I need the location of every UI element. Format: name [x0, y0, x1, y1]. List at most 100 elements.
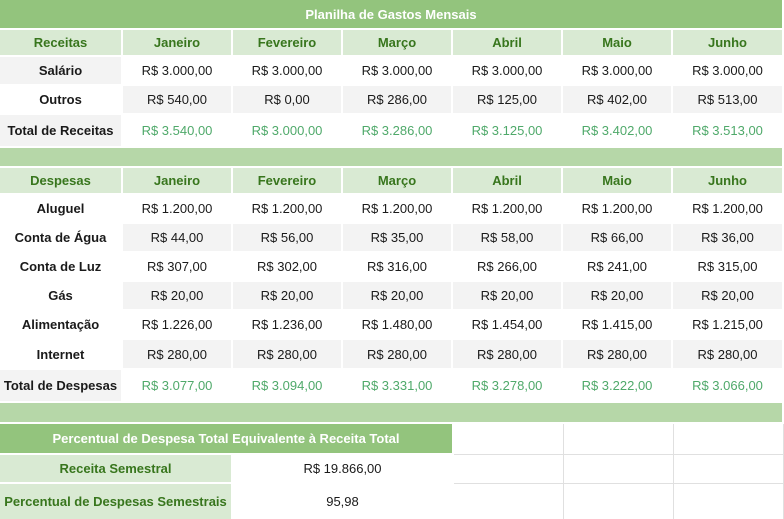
empty-cell[interactable]: [564, 455, 674, 484]
receita-semestral-label[interactable]: Receita Semestral: [0, 455, 233, 484]
value-cell[interactable]: R$ 307,00: [123, 253, 233, 282]
value-cell[interactable]: R$ 315,00: [673, 253, 784, 282]
receita-semestral-value[interactable]: R$ 19.866,00: [233, 455, 454, 484]
month-header[interactable]: Fevereiro: [233, 168, 343, 195]
value-cell[interactable]: R$ 20,00: [673, 282, 784, 311]
value-cell[interactable]: R$ 44,00: [123, 224, 233, 253]
total-label[interactable]: Total de Despesas: [0, 370, 123, 403]
month-header[interactable]: Junho: [673, 168, 784, 195]
empty-cell[interactable]: [454, 484, 564, 519]
value-cell[interactable]: R$ 302,00: [233, 253, 343, 282]
value-cell[interactable]: R$ 1.200,00: [233, 195, 343, 224]
value-cell[interactable]: R$ 56,00: [233, 224, 343, 253]
value-cell[interactable]: R$ 3.000,00: [563, 57, 673, 86]
month-header[interactable]: Março: [343, 168, 453, 195]
total-cell[interactable]: R$ 3.066,00: [673, 370, 784, 403]
value-cell[interactable]: R$ 1.480,00: [343, 311, 453, 340]
value-cell[interactable]: R$ 540,00: [123, 86, 233, 115]
total-cell[interactable]: R$ 3.278,00: [453, 370, 563, 403]
value-cell[interactable]: R$ 316,00: [343, 253, 453, 282]
percentual-despesas-label[interactable]: Percentual de Despesas Semestrais: [0, 484, 233, 519]
value-cell[interactable]: R$ 1.415,00: [563, 311, 673, 340]
value-cell[interactable]: R$ 35,00: [343, 224, 453, 253]
value-cell[interactable]: R$ 1.226,00: [123, 311, 233, 340]
month-header[interactable]: Junho: [673, 30, 784, 57]
value-cell[interactable]: R$ 280,00: [343, 340, 453, 370]
value-cell[interactable]: R$ 1.200,00: [343, 195, 453, 224]
value-cell[interactable]: R$ 1.200,00: [123, 195, 233, 224]
row-label[interactable]: Conta de Água: [0, 224, 123, 253]
value-cell[interactable]: R$ 3.000,00: [233, 57, 343, 86]
value-cell[interactable]: R$ 280,00: [453, 340, 563, 370]
value-cell[interactable]: R$ 3.000,00: [343, 57, 453, 86]
row-label[interactable]: Gás: [0, 282, 123, 311]
total-cell[interactable]: R$ 3.513,00: [673, 115, 784, 148]
month-header[interactable]: Janeiro: [123, 30, 233, 57]
value-cell[interactable]: R$ 402,00: [563, 86, 673, 115]
total-label[interactable]: Total de Receitas: [0, 115, 123, 148]
month-header[interactable]: Janeiro: [123, 168, 233, 195]
total-cell[interactable]: R$ 3.094,00: [233, 370, 343, 403]
value-cell[interactable]: R$ 20,00: [453, 282, 563, 311]
total-cell[interactable]: R$ 3.286,00: [343, 115, 453, 148]
total-cell[interactable]: R$ 3.331,00: [343, 370, 453, 403]
value-cell[interactable]: R$ 3.000,00: [673, 57, 784, 86]
spacer[interactable]: [0, 403, 784, 424]
value-cell[interactable]: R$ 20,00: [233, 282, 343, 311]
value-cell[interactable]: R$ 513,00: [673, 86, 784, 115]
percentual-despesas-value[interactable]: 95,98: [233, 484, 454, 519]
month-header[interactable]: Abril: [453, 168, 563, 195]
total-cell[interactable]: R$ 3.222,00: [563, 370, 673, 403]
despesas-header[interactable]: Despesas: [0, 168, 123, 195]
empty-cell[interactable]: [674, 424, 784, 455]
value-cell[interactable]: R$ 58,00: [453, 224, 563, 253]
value-cell[interactable]: R$ 1.200,00: [673, 195, 784, 224]
empty-cell[interactable]: [454, 424, 564, 455]
value-cell[interactable]: R$ 280,00: [563, 340, 673, 370]
month-header[interactable]: Fevereiro: [233, 30, 343, 57]
value-cell[interactable]: R$ 36,00: [673, 224, 784, 253]
value-cell[interactable]: R$ 1.200,00: [453, 195, 563, 224]
row-label[interactable]: Conta de Luz: [0, 253, 123, 282]
value-cell[interactable]: R$ 3.000,00: [453, 57, 563, 86]
value-cell[interactable]: R$ 20,00: [123, 282, 233, 311]
value-cell[interactable]: R$ 280,00: [673, 340, 784, 370]
empty-cell[interactable]: [564, 484, 674, 519]
row-label[interactable]: Aluguel: [0, 195, 123, 224]
value-cell[interactable]: R$ 1.215,00: [673, 311, 784, 340]
value-cell[interactable]: R$ 280,00: [123, 340, 233, 370]
value-cell[interactable]: R$ 1.454,00: [453, 311, 563, 340]
value-cell[interactable]: R$ 280,00: [233, 340, 343, 370]
total-cell[interactable]: R$ 3.540,00: [123, 115, 233, 148]
value-cell[interactable]: R$ 266,00: [453, 253, 563, 282]
value-cell[interactable]: R$ 20,00: [563, 282, 673, 311]
value-cell[interactable]: R$ 66,00: [563, 224, 673, 253]
spacer[interactable]: [0, 148, 784, 168]
value-cell[interactable]: R$ 1.200,00: [563, 195, 673, 224]
row-label[interactable]: Internet: [0, 340, 123, 370]
value-cell[interactable]: R$ 20,00: [343, 282, 453, 311]
month-header[interactable]: Maio: [563, 30, 673, 57]
empty-cell[interactable]: [454, 455, 564, 484]
total-cell[interactable]: R$ 3.000,00: [233, 115, 343, 148]
empty-cell[interactable]: [674, 484, 784, 519]
month-header[interactable]: Março: [343, 30, 453, 57]
total-cell[interactable]: R$ 3.402,00: [563, 115, 673, 148]
value-cell[interactable]: R$ 1.236,00: [233, 311, 343, 340]
receitas-header[interactable]: Receitas: [0, 30, 123, 57]
value-cell[interactable]: R$ 286,00: [343, 86, 453, 115]
value-cell[interactable]: R$ 3.000,00: [123, 57, 233, 86]
row-label[interactable]: Outros: [0, 86, 123, 115]
total-cell[interactable]: R$ 3.077,00: [123, 370, 233, 403]
row-label[interactable]: Salário: [0, 57, 123, 86]
value-cell[interactable]: R$ 125,00: [453, 86, 563, 115]
value-cell[interactable]: R$ 241,00: [563, 253, 673, 282]
empty-cell[interactable]: [564, 424, 674, 455]
row-label[interactable]: Alimentação: [0, 311, 123, 340]
empty-cell[interactable]: [674, 455, 784, 484]
percentual-title[interactable]: Percentual de Despesa Total Equivalente …: [0, 424, 454, 455]
sheet-title[interactable]: Planilha de Gastos Mensais: [0, 0, 784, 30]
month-header[interactable]: Abril: [453, 30, 563, 57]
total-cell[interactable]: R$ 3.125,00: [453, 115, 563, 148]
month-header[interactable]: Maio: [563, 168, 673, 195]
